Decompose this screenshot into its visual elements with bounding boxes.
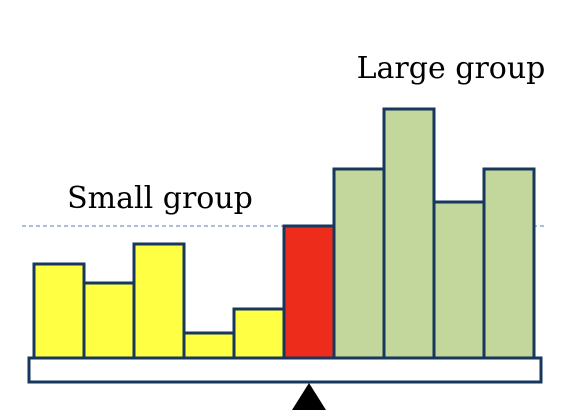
small-group-bar-5 — [232, 307, 286, 360]
small-group-label: Small group — [67, 181, 253, 216]
small-group-bar-3 — [132, 242, 186, 360]
large-group-bar-1 — [332, 167, 386, 360]
large-group-bar-3 — [432, 200, 486, 360]
large-group-label: Large group — [357, 51, 546, 86]
bar-group — [32, 107, 536, 360]
balance-beam — [27, 356, 543, 384]
large-group-bar-2 — [382, 107, 436, 360]
small-group-bar-4 — [182, 331, 236, 360]
pivot-bar — [282, 224, 336, 360]
fulcrum-triangle — [292, 383, 326, 410]
large-group-bar-4 — [482, 167, 536, 360]
small-group-bar-1 — [32, 262, 86, 360]
small-group-bar-2 — [82, 281, 136, 360]
